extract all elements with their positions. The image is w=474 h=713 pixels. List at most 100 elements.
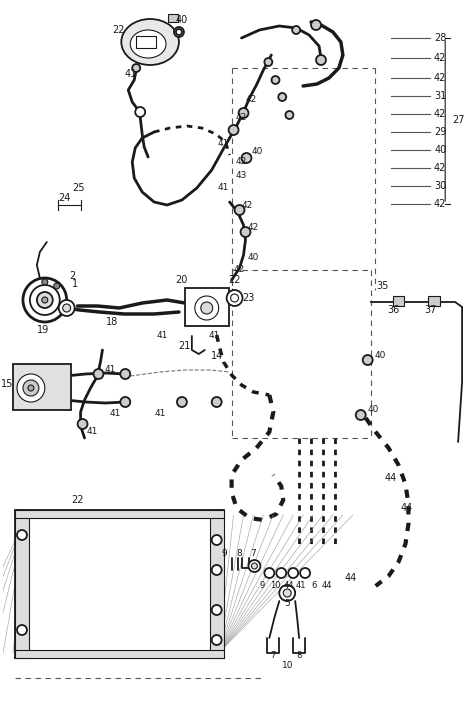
Text: 44: 44 <box>322 582 332 590</box>
Circle shape <box>212 635 222 645</box>
Text: 41: 41 <box>209 332 220 341</box>
Circle shape <box>278 93 286 101</box>
Text: 41: 41 <box>109 409 121 419</box>
Text: 42: 42 <box>434 109 447 119</box>
Text: 44: 44 <box>384 473 397 483</box>
Text: 22: 22 <box>72 495 84 505</box>
Text: 22: 22 <box>228 275 241 285</box>
Text: 18: 18 <box>106 317 118 327</box>
Bar <box>210 510 224 658</box>
Circle shape <box>212 535 222 545</box>
Circle shape <box>212 565 222 575</box>
Bar <box>15 510 224 658</box>
Text: 42: 42 <box>248 223 259 232</box>
Text: 44: 44 <box>345 573 357 583</box>
Text: 6: 6 <box>311 582 317 590</box>
Text: 40: 40 <box>248 254 259 262</box>
Text: 40: 40 <box>252 148 263 156</box>
Text: 21: 21 <box>179 341 191 351</box>
Circle shape <box>311 20 321 30</box>
Text: 41: 41 <box>124 69 137 79</box>
Circle shape <box>120 397 130 407</box>
Circle shape <box>42 279 48 285</box>
Text: 35: 35 <box>376 281 389 291</box>
Text: 24: 24 <box>58 193 71 203</box>
Circle shape <box>285 111 293 119</box>
Circle shape <box>23 380 39 396</box>
Text: 42: 42 <box>246 96 257 105</box>
Circle shape <box>230 294 238 302</box>
Text: 41: 41 <box>87 428 98 436</box>
Text: 37: 37 <box>424 305 437 315</box>
Text: 23: 23 <box>242 293 255 303</box>
Text: 44: 44 <box>401 503 412 513</box>
Text: 25: 25 <box>73 183 85 193</box>
Circle shape <box>264 58 273 66</box>
Circle shape <box>227 290 243 306</box>
Circle shape <box>248 560 260 572</box>
Circle shape <box>235 205 245 215</box>
Text: 43: 43 <box>236 170 247 180</box>
Text: 27: 27 <box>452 115 465 125</box>
Text: 15: 15 <box>1 379 13 389</box>
Circle shape <box>228 125 238 135</box>
Text: 20: 20 <box>176 275 188 285</box>
Bar <box>428 296 440 306</box>
Bar <box>13 364 71 410</box>
Text: 42: 42 <box>242 202 253 210</box>
Text: 5: 5 <box>284 600 290 608</box>
Circle shape <box>23 278 67 322</box>
Circle shape <box>42 297 48 303</box>
Text: 19: 19 <box>36 325 49 335</box>
Circle shape <box>316 55 326 65</box>
Ellipse shape <box>130 30 166 58</box>
Text: 10: 10 <box>270 582 281 590</box>
Circle shape <box>120 369 130 379</box>
Circle shape <box>54 283 60 289</box>
Text: 41: 41 <box>156 332 168 341</box>
Circle shape <box>272 76 280 84</box>
Text: 9: 9 <box>260 582 265 590</box>
Text: 42: 42 <box>434 53 447 63</box>
Text: 41: 41 <box>218 183 229 193</box>
Circle shape <box>300 568 310 578</box>
Text: 1: 1 <box>72 279 78 289</box>
Circle shape <box>240 227 250 237</box>
Circle shape <box>17 530 27 540</box>
Circle shape <box>17 625 27 635</box>
Text: 42: 42 <box>234 265 245 275</box>
Circle shape <box>63 304 71 312</box>
Text: 42: 42 <box>434 73 447 83</box>
Circle shape <box>59 300 74 316</box>
Circle shape <box>283 589 291 597</box>
Bar <box>185 288 228 326</box>
Ellipse shape <box>121 19 179 65</box>
Circle shape <box>242 153 252 163</box>
Circle shape <box>177 397 187 407</box>
Circle shape <box>78 419 88 429</box>
Text: 29: 29 <box>434 127 447 137</box>
Text: 8: 8 <box>296 652 302 660</box>
Text: 42: 42 <box>236 113 247 121</box>
Text: 41: 41 <box>296 582 306 590</box>
Text: 9: 9 <box>222 548 228 558</box>
Text: 7: 7 <box>251 548 256 558</box>
Text: 28: 28 <box>434 33 447 43</box>
Circle shape <box>174 27 184 37</box>
Text: 14: 14 <box>210 351 223 361</box>
Circle shape <box>37 292 53 308</box>
Text: 30: 30 <box>434 181 447 191</box>
Text: 40: 40 <box>176 15 188 25</box>
Circle shape <box>292 26 300 34</box>
Circle shape <box>195 296 219 320</box>
Circle shape <box>201 302 213 314</box>
Text: 40: 40 <box>375 351 386 359</box>
Circle shape <box>176 29 182 35</box>
Text: 44: 44 <box>284 582 294 590</box>
Circle shape <box>264 568 274 578</box>
Bar <box>15 510 29 658</box>
Circle shape <box>363 355 373 365</box>
Text: 22: 22 <box>112 25 125 35</box>
Text: 2: 2 <box>70 271 76 281</box>
Bar <box>392 296 404 306</box>
